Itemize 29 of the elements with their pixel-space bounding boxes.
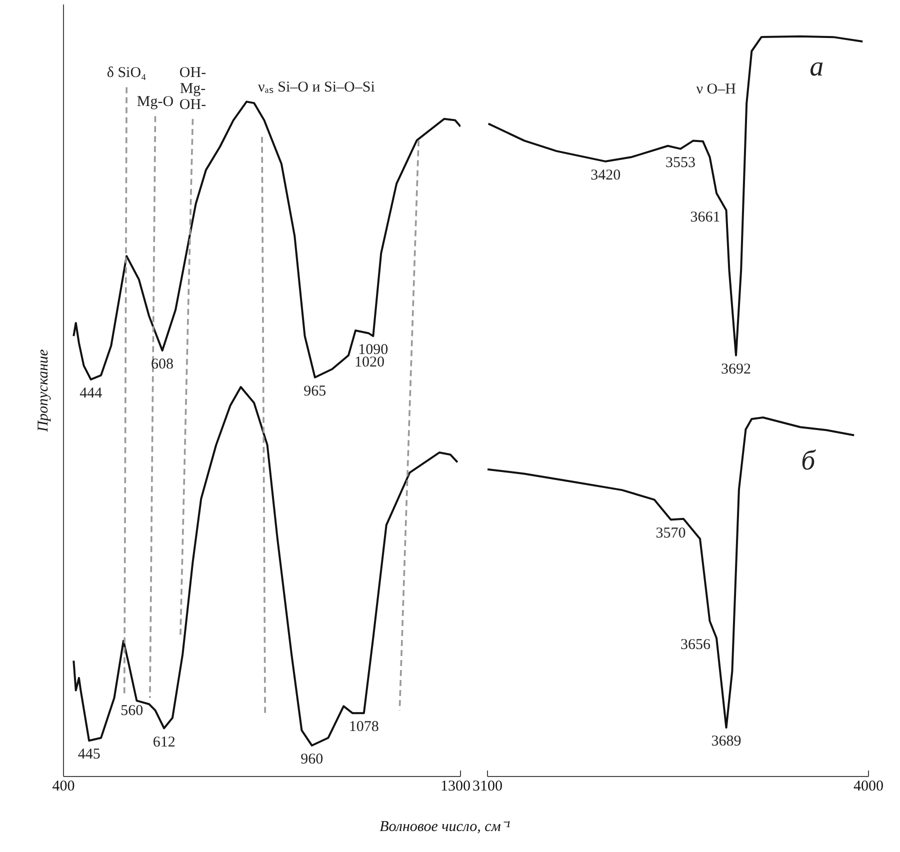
annotation: ν O–H — [696, 81, 736, 98]
x-tick-label: 3100 — [472, 778, 502, 794]
annotation: 3656 — [680, 637, 712, 654]
annotation: δ SiO₄ — [106, 65, 146, 82]
annotation: 3689 — [711, 734, 742, 750]
annotation: 3570 — [656, 526, 686, 542]
annotation: 3661 — [690, 209, 720, 226]
annotation: 608 — [151, 356, 174, 373]
annotation: 3692 — [720, 361, 751, 378]
annotation: νₐₛ Si–O и Si–O–Si — [258, 80, 375, 96]
annotation: 965 — [304, 383, 326, 400]
x-tick-label: 1300 — [440, 778, 470, 794]
annotation: 445 — [78, 746, 100, 763]
annotation: 960 — [300, 751, 324, 768]
annotation: OH- Mg- OH- — [179, 64, 206, 113]
series-label: а — [810, 52, 824, 83]
annotation: 444 — [80, 385, 103, 402]
series-label: б — [801, 445, 816, 476]
annotation: 1020 — [354, 354, 384, 370]
x-axis-title: Волновое число, см⁻¹ — [380, 818, 510, 837]
annotation: 1078 — [348, 719, 379, 736]
y-axis-title: Пропускание — [36, 348, 52, 433]
x-tick-label: 4000 — [854, 778, 884, 794]
x-tick-label: 400 — [52, 778, 75, 794]
annotation: 612 — [152, 734, 176, 750]
annotation: 560 — [120, 703, 144, 720]
annotation: Mg-O — [136, 94, 174, 110]
annotation: 3420 — [590, 167, 621, 184]
annotation: 3553 — [666, 154, 696, 171]
